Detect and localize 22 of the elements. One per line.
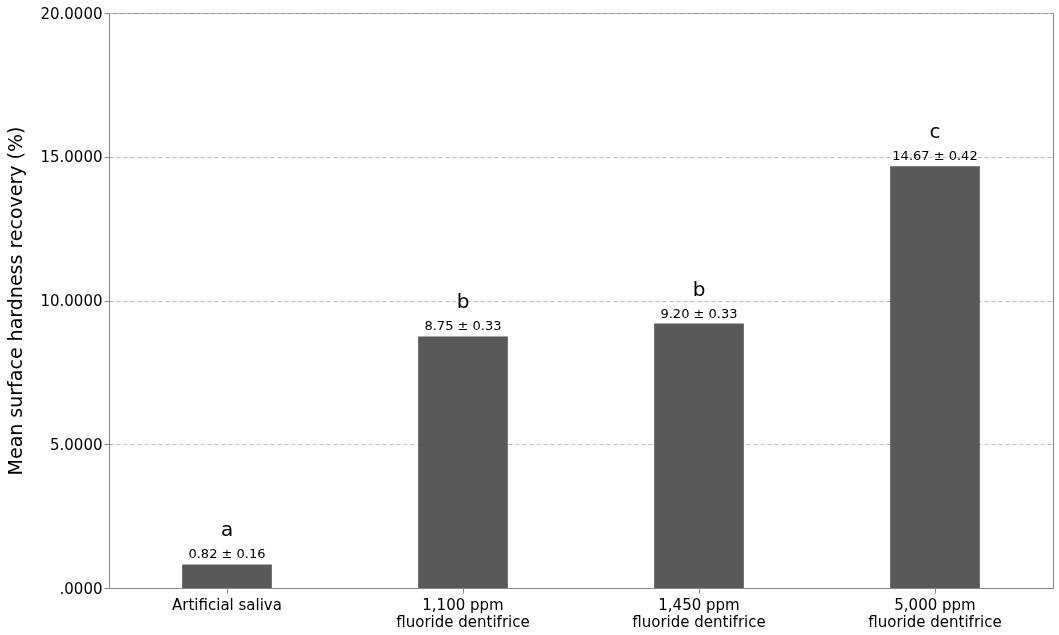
y-tick-label: 15.0000 (40, 148, 103, 167)
data-label: 9.20 ± 0.33 (660, 305, 738, 321)
y-axis-title: Mean surface hardness recovery (%) (4, 126, 27, 476)
data-label: 8.75 ± 0.33 (424, 318, 502, 334)
bar (890, 166, 980, 588)
annotation: b (692, 276, 706, 301)
annotation: b (456, 289, 470, 314)
bar (182, 564, 272, 588)
x-tick-label: 1,100 ppm fluoride dentifrice (396, 595, 530, 631)
x-tick-label: 5,000 ppm fluoride dentifrice (868, 595, 1002, 631)
bar (418, 336, 508, 588)
y-tick-label: 5.0000 (50, 435, 103, 454)
y-tick-label: 10.0000 (40, 292, 103, 310)
bar (654, 323, 744, 588)
data-label: 0.82 ± 0.16 (188, 546, 266, 562)
annotation: c (929, 119, 941, 144)
y-tick-label: 20.0000 (40, 4, 103, 23)
y-tick-label: .0000 (59, 579, 103, 598)
annotation: a (220, 517, 234, 542)
x-tick-label: 1,450 ppm fluoride dentifrice (632, 595, 766, 631)
data-label: 14.67 ± 0.42 (892, 148, 978, 164)
x-tick-label: Artificial saliva (172, 595, 282, 614)
